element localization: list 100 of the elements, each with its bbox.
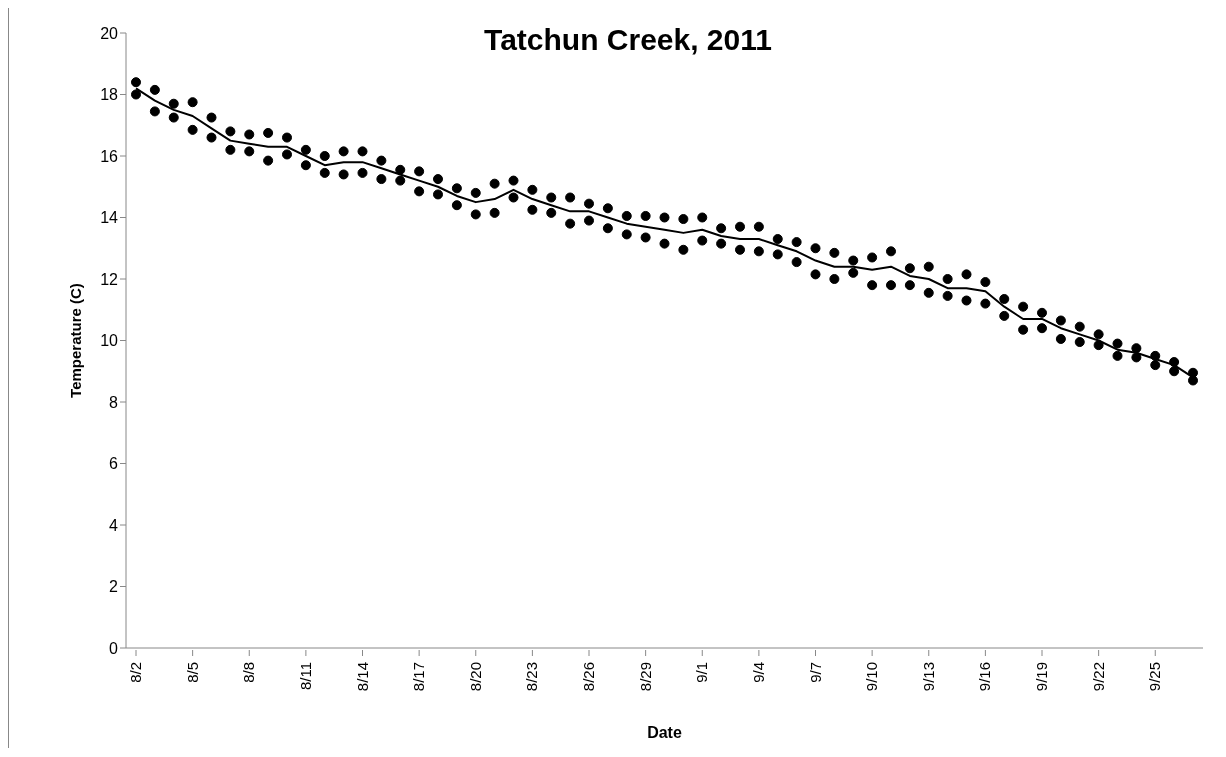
point — [697, 235, 708, 246]
point — [357, 167, 368, 178]
point — [319, 150, 330, 162]
y-tick-label: 4 — [109, 516, 119, 534]
point — [980, 298, 991, 309]
point — [848, 267, 859, 278]
point — [376, 155, 387, 166]
point — [867, 252, 878, 263]
point — [527, 204, 538, 215]
y-tick-label: 14 — [100, 209, 119, 227]
y-tick-label: 0 — [109, 639, 119, 657]
point — [338, 146, 349, 157]
y-tick-label: 8 — [109, 393, 119, 411]
point — [508, 175, 519, 186]
x-tick-label: 8/20 — [466, 662, 484, 692]
x-tick-label: 8/29 — [636, 662, 654, 692]
point — [583, 198, 595, 209]
point — [621, 229, 632, 240]
point — [1093, 340, 1104, 351]
point — [130, 89, 142, 100]
point — [565, 218, 576, 229]
point — [867, 280, 878, 291]
point — [1169, 357, 1180, 368]
point — [621, 210, 632, 221]
point — [659, 238, 670, 249]
point — [1112, 338, 1123, 349]
x-tick-label: 9/13 — [919, 662, 937, 692]
y-tick-label: 10 — [100, 332, 119, 350]
point — [904, 263, 915, 274]
point — [546, 192, 557, 203]
point — [602, 223, 613, 234]
x-tick-label: 9/7 — [806, 662, 824, 683]
point — [753, 221, 764, 232]
point — [395, 164, 406, 175]
point — [640, 232, 651, 243]
point — [904, 280, 915, 291]
point — [225, 144, 236, 155]
x-tick-label: 9/1 — [693, 662, 711, 683]
y-tick-label: 18 — [100, 86, 119, 104]
point — [772, 234, 783, 245]
x-tick-label: 8/14 — [353, 662, 371, 692]
point — [168, 112, 179, 123]
point — [1150, 350, 1161, 361]
point — [678, 214, 689, 225]
y-tick-label: 12 — [100, 270, 119, 288]
point — [942, 290, 953, 301]
point — [300, 144, 311, 155]
y-tick-label: 20 — [100, 24, 119, 42]
point — [451, 183, 462, 194]
point — [508, 192, 519, 203]
x-tick-label: 9/19 — [1033, 662, 1050, 692]
point — [168, 98, 179, 109]
point — [451, 200, 462, 211]
point — [1018, 324, 1029, 335]
point — [791, 237, 802, 248]
point — [923, 287, 934, 298]
point — [885, 280, 897, 291]
x-tick-label: 8/11 — [296, 662, 314, 691]
point — [1131, 352, 1142, 363]
point — [206, 112, 217, 123]
point — [187, 124, 198, 135]
point — [432, 189, 444, 200]
point — [583, 215, 595, 226]
y-tick-label: 2 — [109, 578, 119, 596]
point — [357, 146, 368, 157]
point — [829, 247, 840, 258]
point — [1093, 329, 1104, 340]
point — [206, 132, 217, 143]
point — [414, 166, 425, 177]
point — [527, 184, 538, 195]
point — [640, 210, 651, 221]
x-tick-label: 8/26 — [580, 662, 597, 692]
point — [1018, 301, 1029, 312]
point — [489, 207, 500, 218]
point — [395, 175, 406, 186]
point — [1055, 315, 1066, 326]
point — [602, 203, 613, 214]
point — [961, 295, 972, 306]
point — [376, 174, 387, 185]
point — [980, 277, 991, 288]
point — [470, 187, 481, 198]
point — [810, 269, 821, 280]
point — [149, 84, 160, 95]
point — [414, 186, 425, 197]
point — [999, 293, 1010, 304]
point — [130, 77, 142, 88]
point — [546, 207, 557, 218]
point — [1074, 337, 1085, 348]
point — [263, 155, 274, 166]
y-axis-title: Temperature (C) — [67, 283, 85, 398]
y-tick-label: 6 — [109, 455, 119, 473]
point — [432, 174, 444, 185]
point — [659, 212, 670, 223]
point — [281, 149, 293, 160]
x-axis-title: Date — [647, 724, 682, 741]
x-tick-label: 8/5 — [183, 662, 201, 683]
point — [848, 255, 859, 266]
point — [1055, 333, 1066, 344]
point — [1112, 350, 1123, 361]
x-tick-label: 8/8 — [240, 662, 258, 683]
